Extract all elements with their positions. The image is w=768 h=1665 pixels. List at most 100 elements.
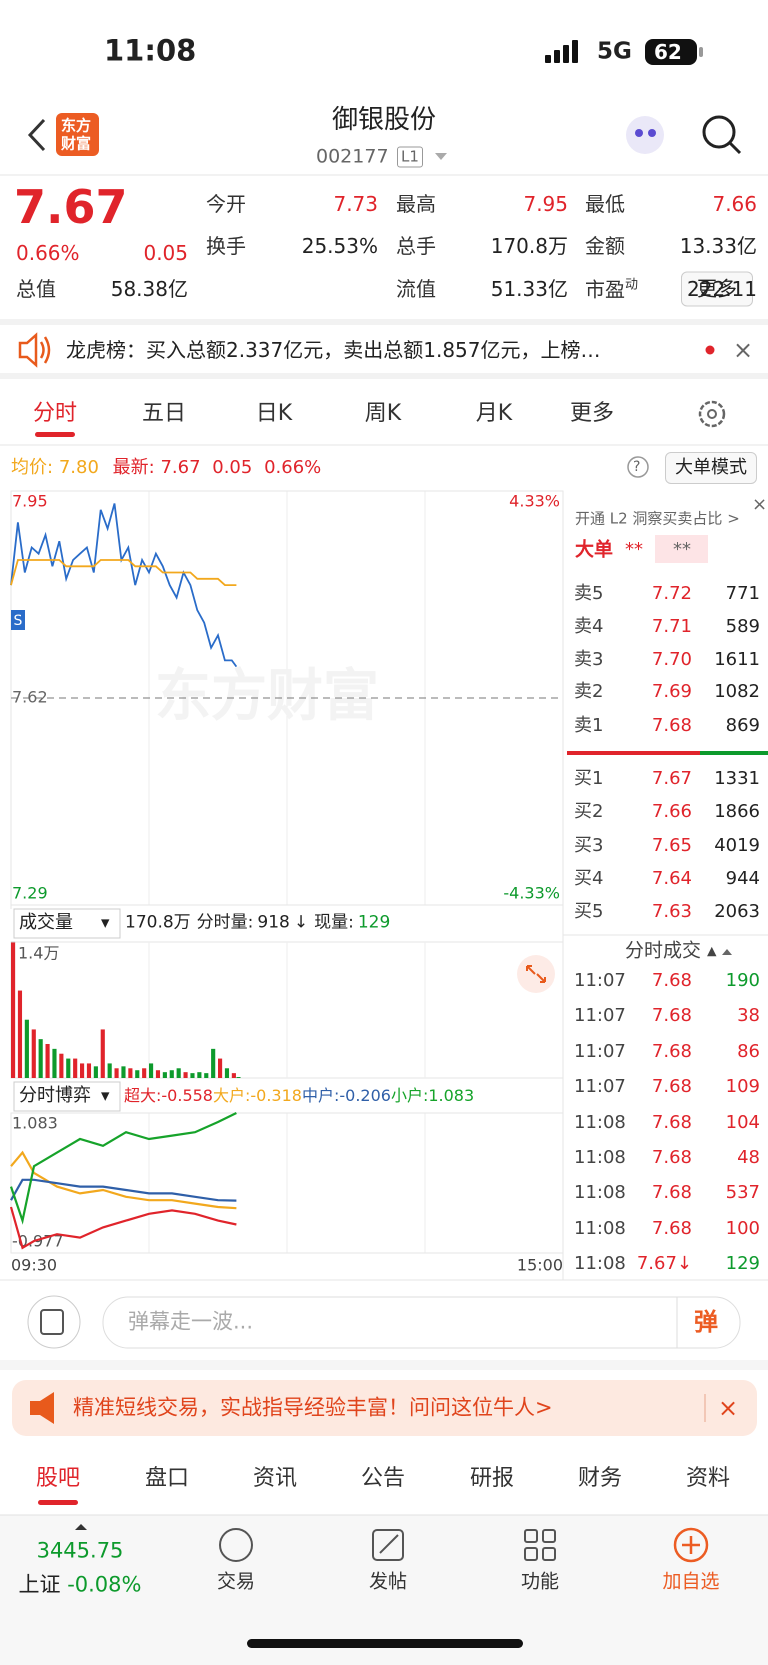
nav-item[interactable]: 交易 — [216, 1570, 256, 1593]
tab[interactable]: 周K — [364, 401, 402, 426]
bottom-tab[interactable]: 资料 — [685, 1466, 731, 1491]
close-button[interactable]: × — [733, 336, 754, 364]
volume-bar — [142, 1068, 147, 1078]
add-watch-icon[interactable] — [673, 1527, 709, 1563]
index-value[interactable]: 3445.75 — [36, 1538, 124, 1563]
mode-button[interactable]: 大单模式 — [665, 452, 757, 484]
trades-title[interactable]: 分时成交 ▴ — [625, 939, 717, 962]
volume-bar — [162, 1072, 167, 1078]
bottom-tab[interactable]: 研报 — [469, 1466, 515, 1491]
network: 5G — [597, 38, 632, 65]
trade-time: 11:08 — [574, 1217, 626, 1239]
trade-volume: 48 — [737, 1147, 760, 1168]
trade-volume: 38 — [737, 1005, 760, 1027]
stat-value: 222.11 — [687, 277, 757, 301]
input-placeholder[interactable]: 弹幕走一波... — [128, 1309, 254, 1334]
last-change-pct: 0.66% — [264, 457, 322, 478]
menu-caret: ▼ — [101, 916, 110, 930]
search-icon[interactable] — [702, 115, 736, 149]
volume-bar — [86, 1063, 92, 1078]
y-tick-label: 7.29 — [12, 884, 48, 903]
expand-icon[interactable] — [517, 955, 555, 993]
nav-item[interactable]: 功能 — [520, 1570, 560, 1593]
tab[interactable]: 分时 — [32, 401, 78, 426]
trade-volume: 86 — [737, 1040, 760, 1062]
close-button[interactable]: × — [752, 494, 768, 515]
volume-bar — [211, 1048, 216, 1078]
tab[interactable]: 日K — [255, 401, 293, 426]
ad-text[interactable]: 精准短线交易，实战指导经验丰富！问问这位牛人> — [73, 1395, 553, 1420]
index-change: -0.08% — [67, 1572, 142, 1597]
bottom-tab[interactable]: 资讯 — [252, 1466, 298, 1491]
bottom-tab[interactable]: 财务 — [577, 1466, 623, 1491]
back-icon[interactable] — [27, 118, 46, 152]
chart-menu[interactable]: 成交量 — [19, 912, 73, 933]
barrage-input[interactable] — [102, 1296, 741, 1349]
trade-icon[interactable] — [219, 1528, 253, 1562]
clock: 11:08 — [104, 33, 197, 68]
level-badge[interactable]: L1 — [397, 146, 423, 168]
volume-bar — [218, 1058, 223, 1078]
speaker-wave — [39, 336, 51, 364]
y-tick-label: 7.62 — [12, 688, 48, 707]
l2-promo[interactable]: 开通 L2 洞察买卖占比 > — [575, 509, 740, 528]
chart-menu[interactable]: 分时博弈 — [19, 1085, 91, 1106]
bottom-tab[interactable]: 股吧 — [35, 1466, 81, 1491]
sort-arrow — [722, 949, 732, 955]
badge — [11, 610, 25, 630]
post-icon[interactable] — [372, 1529, 404, 1561]
volume-bar — [149, 1063, 154, 1078]
trade-price: 7.68 — [651, 1076, 692, 1098]
robot-icon[interactable] — [626, 116, 664, 154]
barrage-toggle[interactable] — [27, 1295, 81, 1349]
volume-bar — [80, 1063, 85, 1078]
divider — [0, 1360, 768, 1370]
y2-tick-label: -4.33% — [503, 884, 560, 903]
series-line — [10, 1178, 237, 1202]
trade-time: 11:07 — [574, 1040, 626, 1062]
legend-name: 大户: — [212, 1086, 251, 1105]
notice-text[interactable]: 龙虎榜：买入总额2.337亿元，卖出总额1.857亿元，上榜… — [66, 338, 601, 362]
bottom-tab[interactable]: 盘口 — [144, 1466, 190, 1491]
barrage-button[interactable]: 弹 — [694, 1308, 718, 1336]
nav-item[interactable]: 发帖 — [368, 1570, 408, 1593]
book-volume: 1611 — [714, 649, 760, 670]
close-button[interactable]: × — [718, 1394, 739, 1422]
change-pct: 0.66% — [16, 241, 80, 265]
stat-label: 金额 — [585, 234, 625, 258]
trade-time: 11:08 — [574, 1253, 626, 1275]
book-volume: 944 — [725, 868, 760, 889]
nav-item[interactable]: 加自选 — [662, 1570, 720, 1593]
legend-name: 中户: — [301, 1086, 340, 1105]
help-text: ? — [633, 459, 641, 475]
more-button[interactable]: 更多 — [681, 271, 753, 307]
battery-tip — [699, 47, 703, 57]
function-icon[interactable] — [524, 1529, 556, 1561]
ad-banner[interactable] — [12, 1380, 757, 1436]
volume-header: 170.8万 分时量: 918 ↓ 现量: 129 — [125, 914, 390, 932]
change: 0.05 — [143, 241, 188, 265]
big-order-sell: ** — [673, 539, 691, 560]
last-value: 7.67 — [160, 457, 201, 478]
dropdown-arrow — [435, 153, 447, 160]
tab[interactable]: 月K — [475, 401, 513, 426]
series-line — [10, 559, 237, 586]
divider — [0, 319, 768, 325]
trade-price: 7.68 — [651, 1217, 692, 1239]
tab[interactable]: 更多 — [569, 401, 615, 426]
index-line[interactable]: 上证 -0.08% — [19, 1572, 142, 1597]
volume-bar — [100, 1029, 105, 1078]
trade-time: 11:07 — [574, 970, 626, 991]
sell-ratio — [567, 751, 700, 755]
menu-box[interactable] — [13, 908, 121, 939]
menu-box[interactable] — [13, 1081, 121, 1112]
bottom-tab[interactable]: 公告 — [360, 1466, 406, 1491]
volume-bar — [73, 1058, 78, 1078]
watermark: 东方财富 — [155, 664, 379, 729]
help-icon[interactable] — [627, 456, 649, 478]
book-volume: 869 — [725, 715, 760, 736]
tab[interactable]: 五日 — [141, 401, 187, 426]
settings-icon[interactable] — [698, 400, 726, 428]
stat-value: 7.95 — [523, 192, 568, 216]
legend-value: -0.206 — [339, 1086, 391, 1105]
